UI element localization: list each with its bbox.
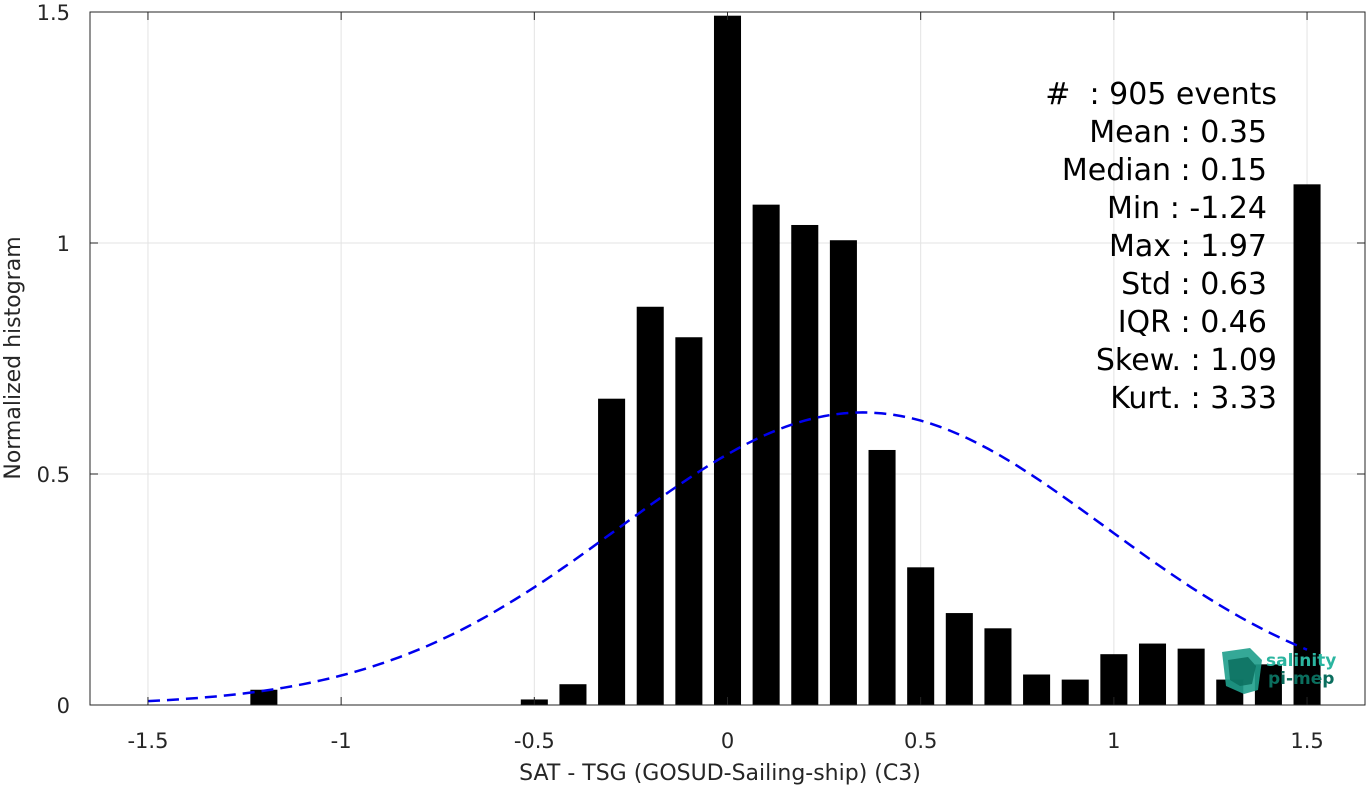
histogram-bar-5 [675,337,703,705]
x-tick-label-4: 0.5 [904,729,937,753]
histogram-bar-13 [984,628,1012,705]
stats-line-min: Min : -1.24 [1107,191,1267,226]
x-tick-label-0: -1.5 [127,729,168,753]
stats-line-kurt: Kurt. : 3.33 [1110,381,1277,416]
histogram-bar-14 [1023,674,1051,705]
histogram-bar-9 [829,240,857,705]
stats-line-std: Std : 0.63 [1121,267,1267,302]
y-tick-labels: 0 0.5 1 1.5 [37,1,70,718]
stats-line-mean: Mean : 0.35 [1089,115,1267,150]
histogram-bar-16 [1100,654,1128,705]
histogram-bar-15 [1061,679,1089,705]
logo-text-salinity: salinity [1266,651,1336,671]
histogram-bar-4 [636,306,664,705]
histogram-bar-8 [791,224,819,705]
histogram-bar-2 [559,684,587,705]
y-tick-label-1: 0.5 [37,463,70,487]
logo-wave-icon-inner [1228,657,1256,686]
histogram-bar-0 [250,689,278,705]
y-axis-label: Normalized histogram [1,236,26,479]
salinity-pi-mep-logo: salinity pi-mep [1222,648,1336,694]
x-tick-label-2: -0.5 [514,729,555,753]
histogram-bar-11 [907,567,935,705]
statistics-box: # : 905 events Mean : 0.35 Median : 0.15… [1045,77,1277,416]
histogram-bar-3 [598,398,626,705]
x-tick-label-6: 1.5 [1290,729,1323,753]
stats-line-count: # : 905 events [1045,77,1277,112]
stats-line-median: Median : 0.15 [1062,153,1267,188]
histogram-bar-10 [868,449,896,705]
x-axis-label: SAT - TSG (GOSUD-Sailing-ship) (C3) [519,761,921,786]
y-tick-label-3: 1.5 [37,1,70,25]
y-tick-label-2: 1 [57,232,70,256]
axis-ticks [90,11,1365,706]
histogram-bars [250,15,1321,706]
stats-line-max: Max : 1.97 [1109,229,1267,264]
logo-text-pi-mep: pi-mep [1268,669,1334,689]
stats-line-skew: Skew. : 1.09 [1096,343,1277,378]
histogram-bar-12 [945,613,973,705]
x-tick-label-3: 0 [721,729,734,753]
y-tick-label-0: 0 [57,694,70,718]
x-tick-labels: -1.5 -1 -0.5 0 0.5 1 1.5 [127,729,1323,753]
histogram-bar-18 [1177,648,1205,705]
histogram-bar-6 [713,15,742,706]
histogram-bar-21 [1293,184,1321,706]
histogram-bar-7 [752,204,780,706]
stats-line-iqr: IQR : 0.46 [1118,305,1267,340]
histogram-bar-17 [1138,643,1167,705]
x-tick-label-5: 1 [1107,729,1120,753]
x-tick-label-1: -1 [331,729,352,753]
gaussian-fit-curve [147,411,1308,703]
